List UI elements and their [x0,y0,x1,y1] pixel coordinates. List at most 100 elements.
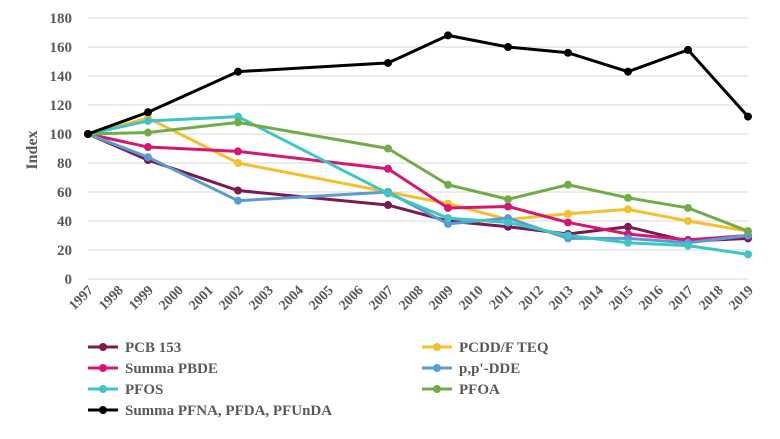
data-point [684,217,692,225]
x-tick-label: 2001 [186,283,216,313]
data-point [684,241,692,250]
x-tick-label: 2019 [726,283,756,313]
data-point [504,202,512,211]
x-tick-label: 1999 [126,283,156,313]
legend-label: PFOS [125,382,163,398]
x-tick-label: 2002 [216,283,246,313]
x-tick-label: 2014 [576,283,606,313]
x-tick-label: 2003 [246,283,276,313]
series-group [84,112,752,259]
data-point [744,112,752,121]
data-point [234,112,242,121]
data-point [564,180,572,189]
data-point [624,222,632,231]
x-tick-label: 2007 [366,283,396,313]
data-point [234,186,242,195]
series-line [86,132,750,242]
legend-item: Summa PFNA, PFDA, PFUnDA [88,403,332,419]
legend-swatch-marker [433,364,441,372]
data-point [384,201,392,210]
y-tick-label: 80 [57,156,72,172]
x-tick-label: 2009 [426,283,456,313]
legend-swatch-marker [99,385,107,393]
data-point [384,164,392,173]
data-point [504,218,512,227]
legend-item: PCB 153 [88,340,181,356]
data-point [84,130,92,138]
data-point [144,128,152,137]
x-tick-label: 2010 [456,283,486,313]
data-point [444,219,452,228]
data-point [384,144,392,153]
legend-label: PCDD/F TEQ [459,340,549,356]
data-point [564,231,572,240]
x-tick-label: 2017 [666,283,696,313]
data-point [234,118,242,127]
x-tick-label: 2000 [156,283,186,313]
series-group [84,31,752,138]
legend-label: Summa PBDE [125,361,218,377]
x-tick-label: 2006 [336,283,366,313]
data-point [744,250,752,259]
data-point [684,203,692,212]
x-tick-label: 2008 [396,283,426,313]
data-point [384,189,392,198]
data-point [234,67,242,76]
y-tick-label: 20 [57,243,72,259]
data-point [624,193,632,202]
data-point [624,205,632,214]
legend-label: PFOA [459,382,500,398]
data-point [444,203,452,212]
y-tick-label: 100 [50,127,73,143]
x-tick-label: 2013 [546,283,576,313]
gridlines [88,17,748,280]
data-point [564,209,572,218]
data-point [144,108,152,117]
y-axis-label: Index [24,130,41,169]
data-point [444,180,452,189]
x-tick-label: 2005 [306,283,336,313]
series-line [86,120,750,233]
series-group [84,130,752,244]
x-tick-label: 2012 [516,283,546,313]
series-line [86,132,750,243]
x-tick-label: 2015 [606,283,636,313]
data-point [444,214,452,223]
legend-swatch-marker [433,385,441,393]
data-point [144,143,152,152]
x-tick-label: 2011 [487,283,517,313]
legend-item: p,p'-DDE [422,361,520,377]
data-point [564,48,572,57]
y-tick-label: 180 [50,11,73,27]
data-point [744,227,752,236]
y-tick-label: 60 [57,185,72,201]
y-tick-label: 0 [65,272,73,288]
series-line [86,33,750,136]
legend-swatch-marker [99,406,107,414]
legend-label: PCB 153 [125,340,181,356]
legend-item: PFOS [88,382,163,398]
data-point [144,116,152,125]
y-tick-label: 120 [50,98,73,114]
series-line [86,115,750,256]
data-point [624,67,632,76]
data-point [234,147,242,156]
series-line [86,116,750,233]
legend-swatch-marker [99,343,107,351]
legend-item: PFOA [422,382,500,398]
data-point [144,153,152,162]
legend-label: p,p'-DDE [459,361,520,377]
data-point [234,196,242,205]
legend-item: Summa PBDE [88,361,218,377]
y-tick-label: 160 [50,40,73,56]
x-tick-label: 1998 [96,283,126,313]
x-tick-label: 2018 [696,283,726,313]
data-point [444,31,452,40]
series-group [84,118,752,236]
data-point [564,218,572,227]
x-tick-label: 2016 [636,283,666,313]
data-point [234,159,242,167]
